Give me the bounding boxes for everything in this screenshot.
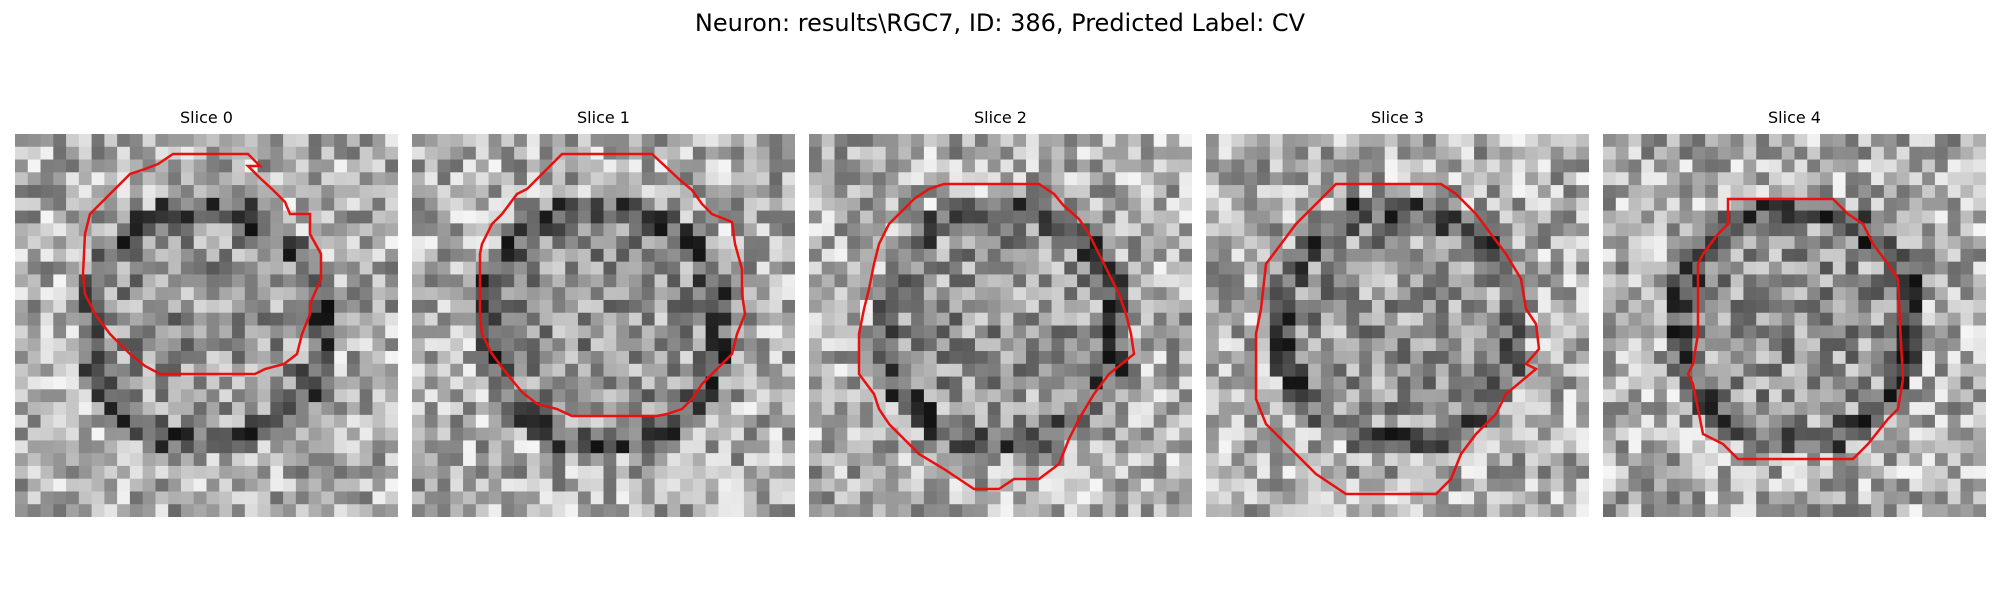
slice-image-svg bbox=[412, 134, 795, 517]
panel-slice-2: Slice 2 bbox=[809, 105, 1192, 517]
panel-title: Slice 1 bbox=[412, 105, 795, 131]
panel-slice-1: Slice 1 bbox=[412, 105, 795, 517]
panel-title: Slice 3 bbox=[1206, 105, 1589, 131]
panel-slice-0: Slice 0 bbox=[15, 105, 398, 517]
slice-image bbox=[412, 134, 795, 517]
slice-image-svg bbox=[15, 134, 398, 517]
grayscale-pixels bbox=[809, 134, 1192, 517]
panel-slice-4: Slice 4 bbox=[1603, 105, 1986, 517]
panel-slice-3: Slice 3 bbox=[1206, 105, 1589, 517]
grayscale-pixels bbox=[1206, 134, 1589, 517]
slice-image bbox=[1206, 134, 1589, 517]
panel-title: Slice 0 bbox=[15, 105, 398, 131]
grayscale-pixels bbox=[15, 134, 398, 517]
grayscale-pixels bbox=[412, 134, 795, 517]
figure-title: Neuron: results\RGC7, ID: 386, Predicted… bbox=[0, 6, 2000, 40]
slice-image-svg bbox=[809, 134, 1192, 517]
panel-title: Slice 2 bbox=[809, 105, 1192, 131]
slice-image-svg bbox=[1603, 134, 1986, 517]
slice-image bbox=[1603, 134, 1986, 517]
slice-image-svg bbox=[1206, 134, 1589, 517]
slice-image bbox=[809, 134, 1192, 517]
slice-image bbox=[15, 134, 398, 517]
panel-title: Slice 4 bbox=[1603, 105, 1986, 131]
